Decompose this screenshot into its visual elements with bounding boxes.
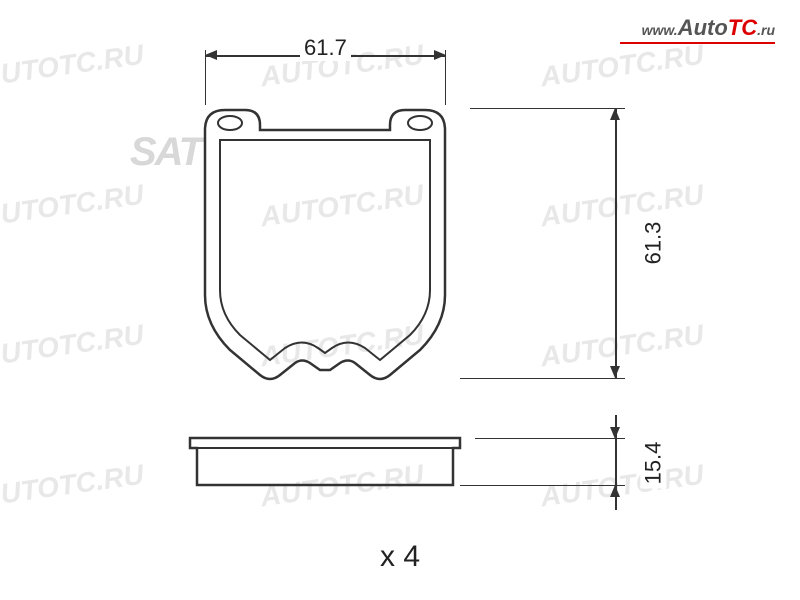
- watermark-text: AUTOTC.RU: [0, 179, 146, 234]
- dim-height-ext-bot: [460, 378, 625, 379]
- logo-ru: .ru: [757, 22, 775, 38]
- dim-thick-arrow-b: [610, 485, 620, 497]
- logo-underline: [620, 42, 775, 44]
- dim-thick-arrow-t: [610, 427, 620, 439]
- logo-tc: TC: [728, 15, 757, 40]
- dim-height-line: [615, 108, 617, 378]
- brake-pad-front-view: [180, 95, 470, 395]
- dim-thick-ext-top: [475, 438, 625, 439]
- dim-width-value: 61.7: [300, 35, 351, 61]
- dim-thick-ext-bot: [460, 485, 625, 486]
- watermark-text: AUTOTC.RU: [539, 319, 706, 374]
- watermark-text: AUTOTC.RU: [539, 179, 706, 234]
- brake-pad-side-view: [175, 430, 475, 495]
- site-logo: www.AutoTC.ru: [642, 15, 775, 41]
- watermark-text: AUTOTC.RU: [0, 459, 146, 514]
- dim-height-arrow-t: [610, 108, 620, 120]
- dim-height-arrow-b: [610, 366, 620, 378]
- watermark-text: AUTOTC.RU: [0, 39, 146, 94]
- logo-auto: Auto: [678, 15, 728, 40]
- dim-height-ext-top: [470, 108, 625, 109]
- watermark-text: AUTOTC.RU: [0, 319, 146, 374]
- logo-www: www.: [642, 22, 678, 38]
- dim-thick-value: 15.4: [640, 438, 666, 489]
- watermark-text: AUTOTC.RU: [539, 39, 706, 94]
- quantity-label: x 4: [380, 540, 420, 574]
- dim-width-arrow-l: [205, 50, 217, 60]
- watermark-text: AUTOTC.RU: [539, 459, 706, 514]
- dim-height-value: 61.3: [640, 218, 666, 269]
- dim-width-arrow-r: [434, 50, 446, 60]
